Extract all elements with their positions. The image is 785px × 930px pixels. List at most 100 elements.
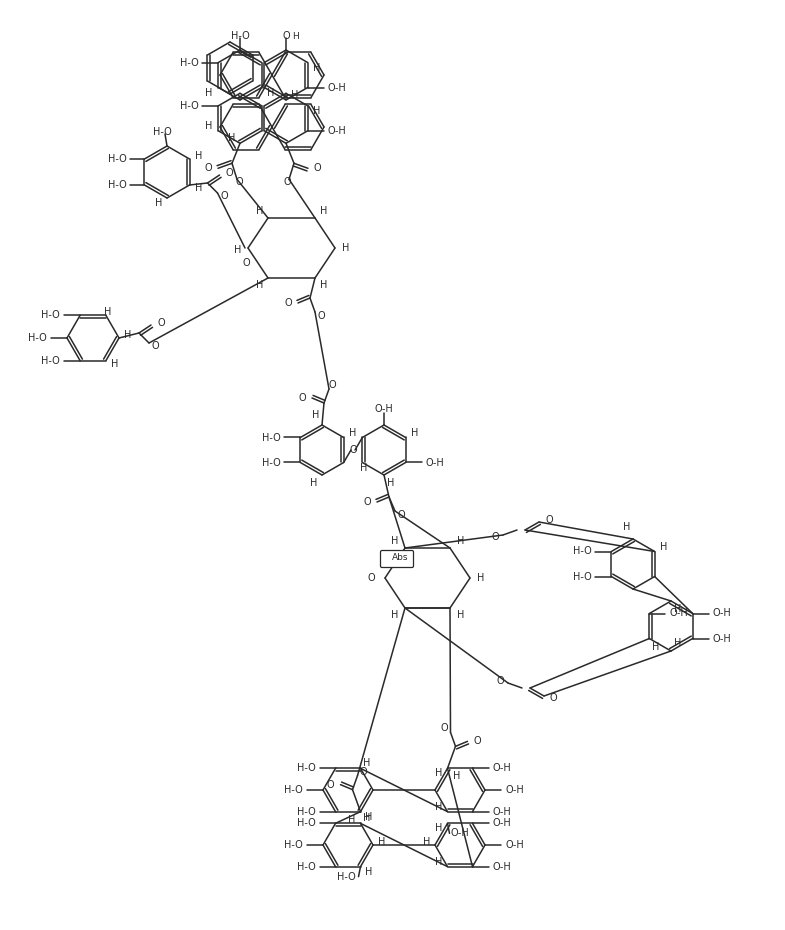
Text: H: H — [411, 428, 418, 437]
Text: H: H — [292, 32, 299, 41]
Text: H: H — [312, 410, 319, 420]
Text: O: O — [491, 532, 499, 542]
Text: O: O — [236, 178, 243, 187]
Text: H: H — [363, 758, 371, 768]
Text: O: O — [397, 510, 404, 520]
Text: H-O: H-O — [261, 432, 280, 443]
Text: H-O: H-O — [152, 127, 171, 137]
Text: H: H — [256, 206, 263, 216]
Text: O-H: O-H — [713, 608, 732, 618]
Text: H-O: H-O — [180, 58, 199, 68]
Text: O: O — [157, 318, 165, 328]
Text: H: H — [349, 428, 356, 437]
Text: O: O — [328, 380, 336, 390]
Text: H-O: H-O — [261, 458, 280, 468]
Text: H: H — [267, 87, 274, 98]
Text: H: H — [435, 857, 443, 867]
Text: H: H — [387, 478, 394, 488]
Text: O-H: O-H — [492, 806, 511, 817]
Text: H-O: H-O — [108, 154, 126, 164]
Text: H-O: H-O — [108, 180, 126, 190]
Text: H: H — [205, 121, 213, 131]
Text: O-H: O-H — [374, 404, 393, 414]
Text: O-H: O-H — [492, 818, 511, 829]
FancyBboxPatch shape — [381, 551, 414, 567]
Text: H: H — [452, 771, 460, 781]
Text: H-O: H-O — [572, 547, 591, 556]
Text: O: O — [283, 178, 290, 187]
Text: H: H — [195, 151, 202, 161]
Text: H: H — [312, 106, 320, 116]
Text: O: O — [360, 766, 367, 777]
Text: O: O — [441, 724, 448, 734]
Text: H-O: H-O — [297, 806, 316, 817]
Text: O: O — [550, 693, 557, 703]
Text: H: H — [104, 308, 111, 317]
Text: H: H — [256, 280, 263, 290]
Text: H: H — [435, 768, 443, 778]
Text: H: H — [312, 62, 320, 73]
Text: O: O — [298, 393, 306, 403]
Text: O: O — [367, 573, 375, 583]
Text: H-O: H-O — [337, 871, 356, 882]
Text: O-H: O-H — [327, 126, 346, 136]
Text: O-H: O-H — [451, 829, 469, 838]
Text: H: H — [378, 837, 385, 847]
Text: H: H — [435, 823, 443, 833]
Text: H: H — [435, 802, 443, 812]
Text: H-O: H-O — [284, 840, 303, 850]
Text: H: H — [366, 812, 373, 821]
Text: O: O — [327, 779, 334, 790]
Text: O: O — [243, 258, 250, 268]
Text: O-H: O-H — [505, 785, 524, 795]
Text: H: H — [652, 642, 659, 652]
Text: O: O — [545, 515, 553, 525]
Text: O: O — [204, 164, 212, 173]
Text: Abs: Abs — [392, 553, 408, 563]
Text: O-H: O-H — [492, 764, 511, 774]
Text: H: H — [391, 610, 398, 620]
Text: H: H — [155, 198, 162, 208]
Text: O-H: O-H — [505, 840, 524, 850]
Text: H-O: H-O — [297, 862, 316, 871]
Text: H-O: H-O — [28, 333, 47, 343]
Text: H: H — [457, 610, 465, 620]
Text: H: H — [674, 638, 681, 648]
Text: H: H — [366, 867, 373, 877]
Text: O-H: O-H — [670, 608, 688, 618]
Text: O: O — [363, 497, 371, 507]
Text: O-H: O-H — [425, 458, 444, 468]
Text: H: H — [111, 359, 119, 368]
Text: O: O — [314, 164, 322, 173]
Text: H: H — [228, 133, 235, 143]
Text: O: O — [473, 737, 481, 747]
Text: H-O: H-O — [231, 31, 250, 41]
Text: O-H: O-H — [327, 83, 346, 92]
Text: H: H — [363, 814, 371, 823]
Text: H-O: H-O — [572, 572, 591, 581]
Text: H: H — [342, 243, 349, 253]
Text: H: H — [457, 536, 465, 546]
Text: O: O — [496, 676, 504, 686]
Text: O: O — [151, 341, 159, 351]
Text: H-O: H-O — [297, 764, 316, 774]
Text: H: H — [205, 87, 213, 98]
Text: O-H: O-H — [492, 862, 511, 871]
Text: H: H — [234, 245, 241, 255]
Text: O: O — [349, 445, 357, 455]
Text: H-O: H-O — [42, 355, 60, 365]
Text: H: H — [320, 280, 327, 290]
Text: H-O: H-O — [284, 785, 303, 795]
Text: O: O — [284, 298, 292, 308]
Text: H: H — [477, 573, 484, 583]
Text: O: O — [221, 191, 228, 201]
Text: H-O: H-O — [42, 311, 60, 321]
Text: H-O: H-O — [297, 818, 316, 829]
Text: H: H — [422, 837, 430, 847]
Text: H: H — [623, 522, 630, 532]
Text: H: H — [348, 815, 356, 825]
Text: H: H — [291, 90, 298, 100]
Text: H: H — [391, 536, 398, 546]
Text: H: H — [320, 206, 327, 216]
Text: H: H — [674, 604, 681, 614]
